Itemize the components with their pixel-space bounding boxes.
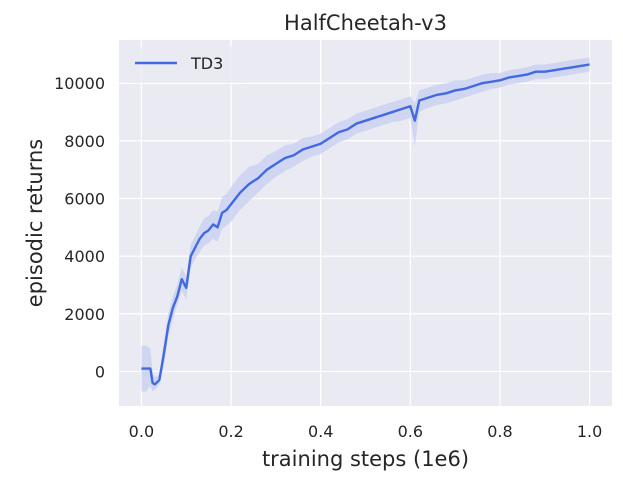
x-tick-label: 0.6 bbox=[398, 422, 423, 441]
x-tick-label: 0.8 bbox=[487, 422, 512, 441]
x-tick-label: 0.4 bbox=[308, 422, 333, 441]
y-tick-label: 6000 bbox=[64, 190, 105, 209]
y-tick-label: 8000 bbox=[64, 132, 105, 151]
chart-title: HalfCheetah-v3 bbox=[284, 11, 447, 35]
x-axis-label: training steps (1e6) bbox=[262, 447, 469, 471]
legend-label-td3: TD3 bbox=[190, 54, 223, 73]
y-tick-label: 2000 bbox=[64, 305, 105, 324]
x-tick-labels: 0.0 0.2 0.4 0.6 0.8 1.0 bbox=[129, 422, 603, 441]
y-tick-labels: 0 2000 4000 6000 8000 10000 bbox=[54, 74, 105, 381]
x-tick-label: 0.0 bbox=[129, 422, 154, 441]
grid bbox=[119, 40, 612, 406]
y-tick-label: 4000 bbox=[64, 247, 105, 266]
confidence-band bbox=[141, 57, 590, 392]
x-tick-label: 0.2 bbox=[218, 422, 243, 441]
series-line-td3 bbox=[141, 63, 590, 386]
x-tick-label: 1.0 bbox=[577, 422, 602, 441]
legend-box bbox=[126, 47, 248, 83]
plot-background bbox=[119, 40, 612, 406]
y-tick-label: 0 bbox=[95, 362, 105, 381]
legend: TD3 bbox=[126, 47, 248, 83]
y-axis-label: episodic returns bbox=[23, 139, 47, 307]
y-tick-label: 10000 bbox=[54, 74, 105, 93]
